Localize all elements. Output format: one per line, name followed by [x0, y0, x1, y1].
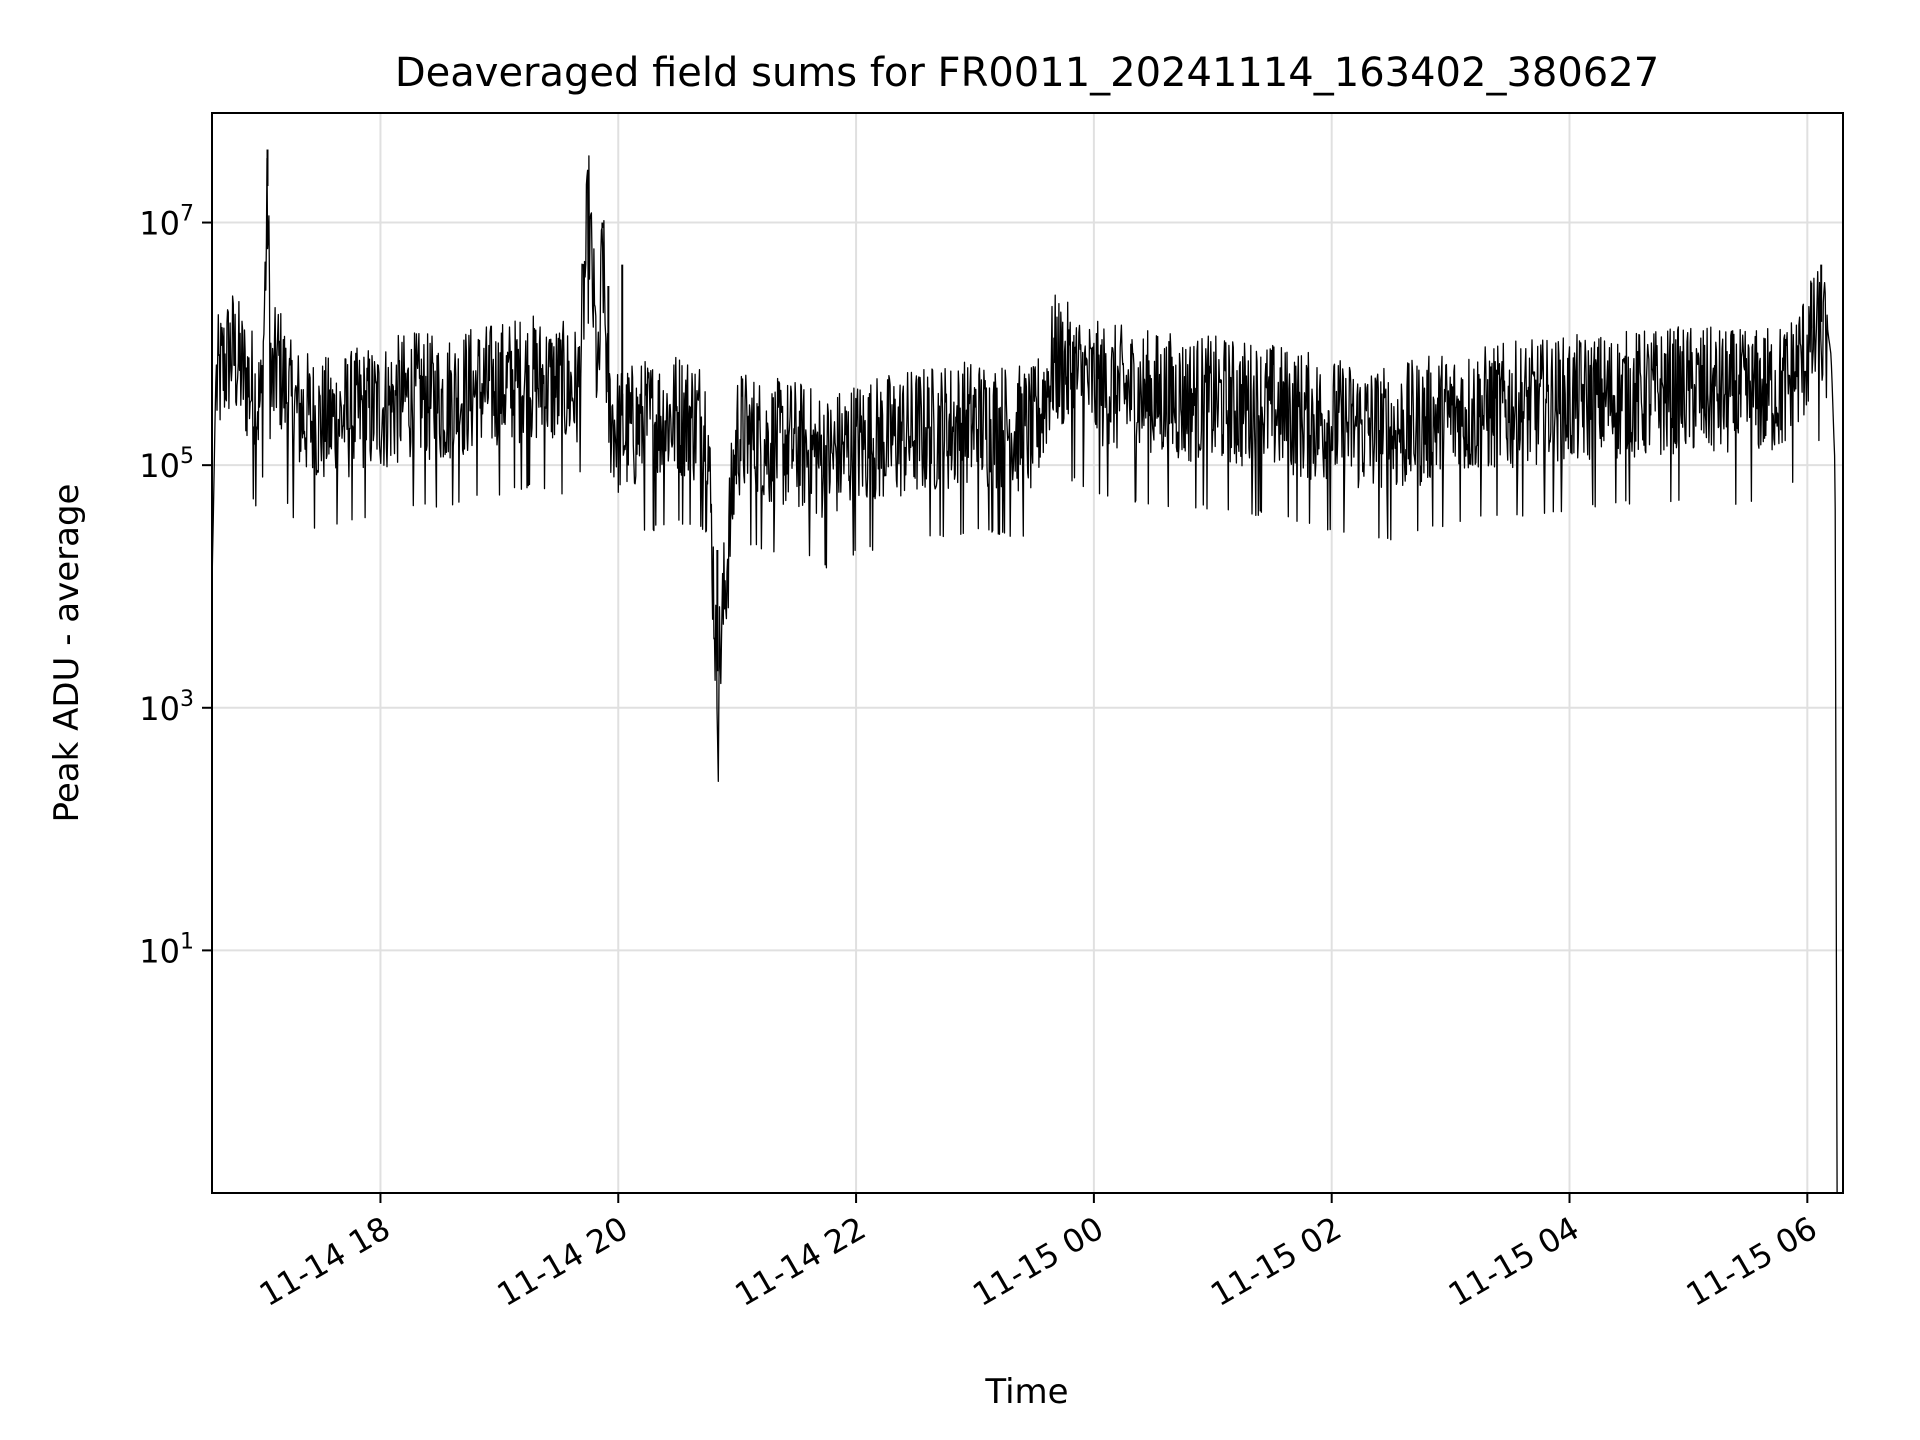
x-tick-label: 11-15 04: [1442, 1209, 1586, 1314]
y-tick-label: 101: [139, 929, 194, 970]
chart-title: Deaveraged field sums for FR0011_2024111…: [395, 50, 1659, 96]
y-tick-label: 107: [139, 202, 194, 243]
y-tick-exponent: 1: [180, 929, 194, 954]
x-tick-label: 11-14 22: [728, 1209, 872, 1314]
grid-layer: [212, 113, 1843, 1193]
x-tick-label: 11-14 20: [491, 1209, 635, 1314]
x-tick-label: 11-15 06: [1680, 1209, 1824, 1314]
series-layer: [211, 149, 1838, 1194]
y-tick-base: 10: [139, 447, 180, 485]
y-tick-exponent: 7: [180, 202, 194, 227]
y-tick-base: 10: [139, 205, 180, 243]
series-line: [211, 155, 1838, 1194]
y-axis-label: Peak ADU - average: [47, 484, 87, 823]
x-axis-label: Time: [984, 1372, 1068, 1412]
x-tick-label: 11-15 02: [1204, 1209, 1348, 1314]
x-tick-label: 11-14 18: [253, 1209, 397, 1314]
x-tick-label: 11-15 00: [966, 1209, 1110, 1314]
plot-frame: [211, 112, 1844, 1194]
y-tick-exponent: 3: [180, 687, 194, 712]
y-tick-exponent: 5: [180, 444, 194, 469]
y-tick-base: 10: [139, 932, 180, 970]
y-tick-base: 10: [139, 690, 180, 728]
y-tick-label: 105: [139, 444, 194, 485]
y-tick-label: 103: [139, 687, 194, 728]
x-axis-ticks: 11-14 18 11-14 20 11-14 22 11-15 00 11-15 02…: [253, 1193, 1823, 1314]
